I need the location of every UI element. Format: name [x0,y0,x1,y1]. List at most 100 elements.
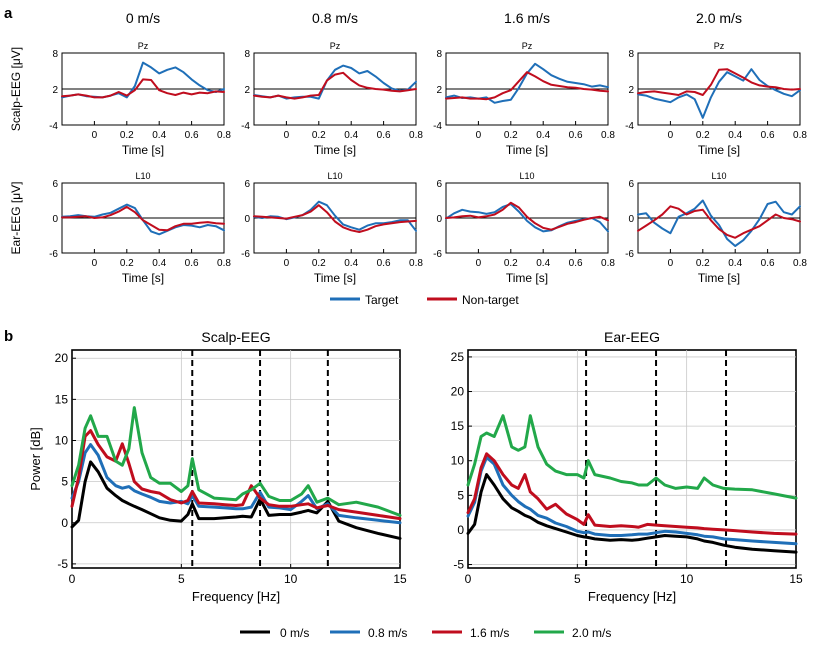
y-tick-label: 5 [61,475,68,489]
x-tick-label: 0 [92,130,98,141]
chart-subtitle: Pz [714,41,725,51]
y-tick-label: 6 [628,179,634,190]
x-tick-label: 0 [69,572,76,586]
y-tick-label: 2 [52,85,58,96]
x-tick-label: 0 [465,572,472,586]
y-tick-label: 0 [52,214,58,225]
x-tick-label: 0.6 [185,258,199,269]
x-tick-label: 0.8 [409,130,423,141]
y-tick-label: 8 [436,49,442,60]
chart-subtitle: Pz [138,41,149,51]
y-tick-label: -4 [49,121,58,132]
x-tick-label: 0.4 [152,130,166,141]
chart-title: 0.8 m/s [312,10,358,26]
y-tick-label: 0 [457,523,464,537]
x-tick-label: 10 [680,572,694,586]
x-tick-label: 0.2 [696,130,710,141]
y-tick-label: 15 [451,419,465,433]
x-axis-label: Time [s] [122,143,164,157]
chart-subtitle: L10 [135,171,150,181]
chart-6: 0 0.2 0.4 0.6 0.8 -6 0 6 Time [s] L10 [433,171,615,285]
y-tick-label: -6 [433,249,442,260]
x-axis-label: Frequency [Hz] [588,589,676,604]
chart-4: 0 0.2 0.4 0.6 0.8 -6 0 6 Time [s] Ear-EEG [μV] L10 [9,171,231,285]
series-line-0-m-s [70,460,402,540]
x-tick-label: 5 [178,572,185,586]
x-tick-label: 0 [476,258,482,269]
y-tick-label: 6 [244,179,250,190]
series-line-non-target [253,71,417,100]
chart-title: Scalp-EEG [201,329,270,345]
series-line-0-m-s [466,473,798,554]
y-tick-label: 0 [244,214,250,225]
x-axis-label: Frequency [Hz] [192,589,280,604]
panel-label-a: a [4,5,13,22]
x-tick-label: 0.6 [377,130,391,141]
legend-erp-label-target: Target [365,293,399,307]
x-tick-label: 15 [789,572,803,586]
y-tick-label: -6 [49,249,58,260]
chart-subtitle: Pz [330,41,341,51]
x-tick-label: 0 [668,130,674,141]
legend-psd-label-0: 0 m/s [280,626,309,640]
y-tick-label: 6 [436,179,442,190]
legend-psd-label-20: 2.0 m/s [572,626,611,640]
x-tick-label: 0.2 [120,130,134,141]
panel-label-b: b [4,328,13,345]
series-line-1-6-m-s [70,429,402,521]
y-tick-label: -4 [433,121,442,132]
x-axis-label: Time [s] [698,143,740,157]
x-tick-label: 0.8 [217,130,231,141]
y-tick-label: -5 [453,558,464,572]
x-tick-label: 0 [284,258,290,269]
chart-5: 0 0.2 0.4 0.6 0.8 -6 0 6 Time [s] L10 [241,171,423,285]
y-axis-label: Ear-EEG [μV] [9,182,23,255]
x-tick-label: 0.6 [569,258,583,269]
x-tick-label: 5 [574,572,581,586]
y-tick-label: 15 [55,392,69,406]
y-tick-label: 0 [628,214,634,225]
chart-7: 0 0.2 0.4 0.6 0.8 -6 0 6 Time [s] L10 [625,171,807,285]
series-line-0-8-m-s [466,455,798,546]
y-tick-label: 10 [451,454,465,468]
series-line-non-target [61,78,225,99]
series-line-non-target [61,205,225,232]
plot-frame [71,349,401,569]
x-tick-label: 0 [92,258,98,269]
x-axis-label: Time [s] [314,143,356,157]
y-tick-label: 2 [628,85,634,96]
legend-psd-label-08: 0.8 m/s [368,626,407,640]
chart-0: 0 0.2 0.4 0.6 0.8 -4 2 8 Time [s] Scalp-EEG [μV] 0… [9,10,231,157]
y-tick-label: 6 [52,179,58,190]
x-tick-label: 0 [668,258,674,269]
x-tick-label: 0.2 [504,130,518,141]
x-tick-label: 0.2 [696,258,710,269]
series-line-0-8-m-s [70,443,402,525]
y-axis-label: Scalp-EEG [μV] [9,47,23,131]
x-tick-label: 0.4 [536,258,550,269]
series-line-target [637,199,801,247]
x-tick-label: 0.2 [312,130,326,141]
y-tick-label: 2 [244,85,250,96]
x-tick-label: 0.2 [120,258,134,269]
x-tick-label: 10 [284,572,298,586]
chart-subtitle: L10 [711,171,726,181]
x-tick-label: 0 [284,130,290,141]
y-tick-label: -6 [241,249,250,260]
chart-1: 0 0.2 0.4 0.6 0.8 -4 2 8 Time [s] 0.8 m/s Pz [241,10,423,157]
y-tick-label: 8 [52,49,58,60]
y-tick-label: -4 [241,121,250,132]
plot-frame [467,349,797,569]
x-tick-label: 0.6 [569,130,583,141]
x-tick-label: 0.8 [601,130,615,141]
y-tick-label: -6 [625,249,634,260]
y-tick-label: 0 [61,516,68,530]
x-axis-label: Time [s] [506,143,548,157]
y-tick-label: -4 [625,121,634,132]
chart-title: 1.6 m/s [504,10,550,26]
y-tick-label: -5 [57,557,68,571]
legend-erp: Target Non-target [330,293,519,307]
